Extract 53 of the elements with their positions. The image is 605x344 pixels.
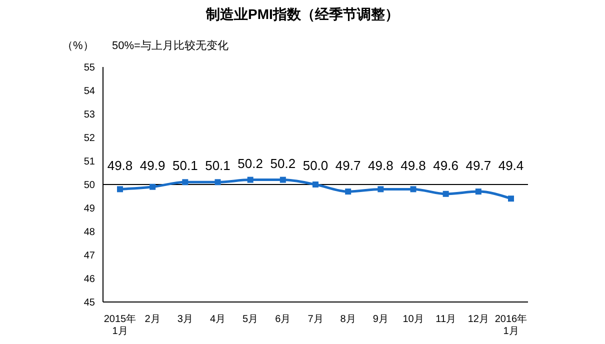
point <box>345 188 352 195</box>
x-tick-label: 12月 <box>468 314 489 325</box>
text: 50%=与上月比较无变化 <box>112 38 228 53</box>
x-tick-label: 11月 <box>436 314 456 325</box>
data-label: 50.2 <box>270 156 296 171</box>
point <box>117 186 123 192</box>
data-label: 49.8 <box>368 158 394 173</box>
point <box>214 179 221 186</box>
chart-title: 制造业PMI指数（经季节调整） <box>204 6 400 24</box>
y-axis-title: （%） <box>62 39 94 53</box>
data-label: 49.9 <box>140 158 166 173</box>
x-tick-label: 10月 <box>402 314 424 325</box>
point <box>378 186 384 192</box>
point <box>247 176 254 183</box>
y-tick-label: 52 <box>84 133 96 144</box>
data-label: 49.7 <box>466 158 492 173</box>
y-tick-label: 45 <box>84 298 96 309</box>
y-tick-label: 53 <box>84 110 96 121</box>
data-label: 49.8 <box>107 158 133 173</box>
point <box>508 196 514 202</box>
point <box>475 188 482 195</box>
data-label: 49.4 <box>498 158 524 173</box>
x-tick-label: 4月 <box>210 314 226 325</box>
x-tick-label: 7月 <box>308 314 324 325</box>
x-tick-label: 8月 <box>340 314 356 325</box>
point <box>410 186 416 192</box>
point <box>280 176 286 183</box>
x-tick-label: 3月 <box>177 314 193 325</box>
y-tick-label: 54 <box>84 86 96 98</box>
data-label: 50.1 <box>205 158 230 173</box>
y-tick-label: 48 <box>84 227 96 238</box>
data-label: 49.7 <box>335 158 361 173</box>
y-tick-label: 47 <box>84 250 96 262</box>
data-label: 50.2 <box>238 156 263 171</box>
y-tick-label: 46 <box>84 274 96 286</box>
data-label: 49.8 <box>400 158 426 173</box>
point <box>150 184 156 190</box>
data-label: 50.1 <box>172 158 198 173</box>
data-label: 49.6 <box>433 158 458 173</box>
x-tick-label: 6月 <box>275 314 291 325</box>
point <box>442 190 449 197</box>
point <box>312 182 318 188</box>
y-tick-label: 51 <box>84 156 96 168</box>
y-tick-label: 49 <box>84 204 96 215</box>
data-label: 50.0 <box>302 158 328 173</box>
x-tick-label: 2015年 1月 <box>104 313 136 337</box>
x-tick-label: 2月 <box>144 314 160 325</box>
x-tick-label: 5月 <box>242 314 258 325</box>
x-tick-label: 9月 <box>372 314 388 325</box>
y-tick-label: 55 <box>84 62 96 74</box>
x-tick-label: 2016年 1月 <box>494 313 528 337</box>
y-tick-label: 50 <box>84 180 96 192</box>
point <box>182 179 188 186</box>
